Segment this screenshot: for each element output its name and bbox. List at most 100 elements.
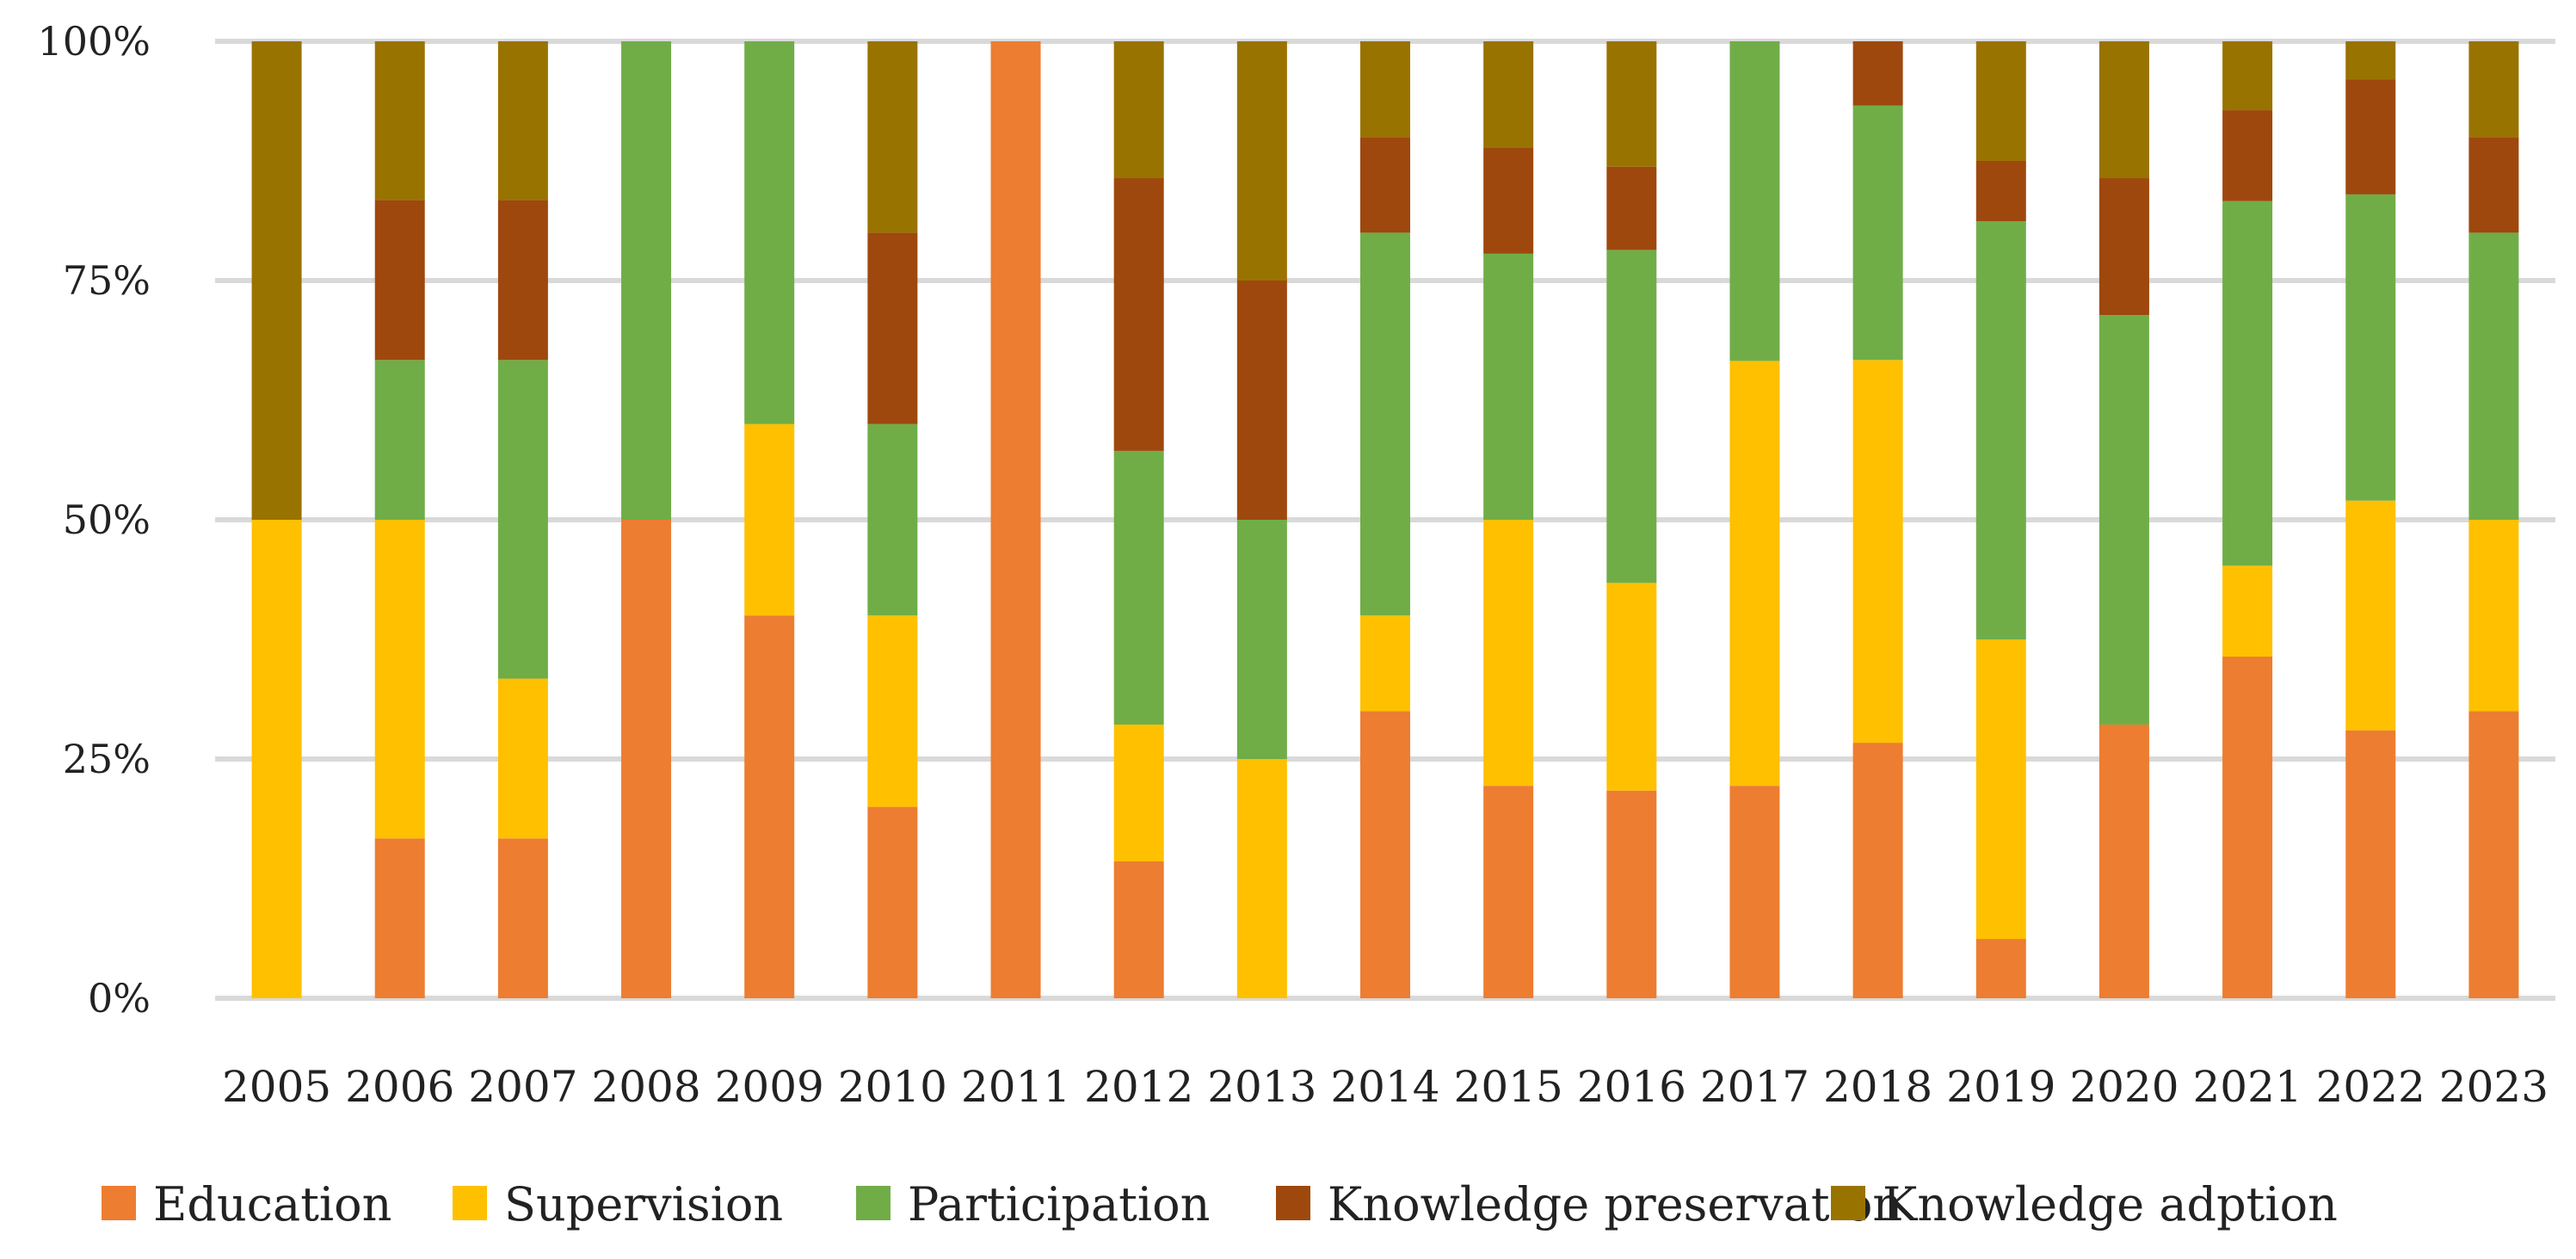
x-tick-label: 2011 [961,1062,1070,1112]
x-tick-label: 2005 [222,1062,331,1112]
bar-segment-2007-1 [497,678,548,839]
bars [251,41,2519,998]
x-tick-label: 2022 [2316,1062,2425,1112]
x-tick-label: 2018 [1823,1062,1932,1112]
bar-segment-2012-3 [1113,178,1164,451]
bar-segment-2020-4 [2098,41,2149,179]
x-tick-label: 2021 [2192,1062,2302,1112]
legend-swatch [453,1186,487,1220]
bar-segment-2010-2 [867,423,918,616]
bar-segment-2020-3 [2098,178,2149,316]
bar-segment-2022-3 [2345,79,2396,194]
bar-segment-2010-1 [867,615,918,807]
x-tick-label: 2020 [2069,1062,2179,1112]
bar-segment-2009-2 [744,41,795,424]
bar-segment-2022-0 [2345,730,2396,998]
bar-segment-2021-0 [2222,657,2273,998]
bar-segment-2023-4 [2468,41,2519,138]
bar-segment-2017-0 [1729,786,1780,998]
bar-segment-2018-2 [1852,105,1903,361]
bar-segment-2013-3 [1236,281,1287,520]
legend-label: Knowledge preservation [1328,1177,1902,1231]
bar-segment-2014-2 [1360,232,1410,616]
x-tick-label: 2009 [715,1062,824,1112]
x-tick-label: 2007 [468,1062,577,1112]
legend-swatch [856,1186,891,1220]
bar-segment-2020-0 [2098,724,2149,998]
bar-segment-2006-2 [374,360,425,520]
y-tick-label: 0% [88,975,151,1021]
bar-segment-2016-2 [1606,250,1657,583]
bar-segment-2016-3 [1606,166,1657,250]
bar-segment-2023-0 [2468,711,2519,998]
x-tick-label: 2023 [2439,1062,2548,1112]
y-tick-label: 25% [63,736,151,782]
bar-segment-2008-2 [621,41,672,520]
bar-segment-2014-1 [1360,615,1410,712]
bar-segment-2010-0 [867,806,918,998]
bar-segment-2018-0 [1852,743,1903,998]
bar-segment-2014-4 [1360,41,1410,138]
bar-segment-2017-1 [1729,361,1780,787]
bar-segment-2019-0 [1975,939,2026,998]
bar-segment-2018-1 [1852,360,1903,744]
y-tick-label: 50% [63,497,151,543]
bar-segment-2021-2 [2222,201,2273,566]
x-tick-label: 2015 [1454,1062,1563,1112]
bar-segment-2009-0 [744,615,795,998]
bar-segment-2006-3 [374,200,425,361]
bar-segment-2007-4 [497,41,548,201]
x-tick-label: 2016 [1577,1062,1686,1112]
bar-segment-2022-2 [2345,194,2396,501]
bar-segment-2016-1 [1606,583,1657,791]
bar-segment-2007-2 [497,360,548,679]
x-tick-label: 2017 [1700,1062,1809,1112]
bar-segment-2010-3 [867,232,918,424]
bar-segment-2011-0 [990,41,1041,998]
bar-segment-2023-3 [2468,137,2519,233]
bar-segment-2015-4 [1483,41,1534,148]
x-tick-label: 2006 [345,1062,454,1112]
x-axis-tick-labels: 2005 2006 2007 2008 2009 2010 2011 2012 2013 2014… [222,1062,2548,1112]
bar-segment-2013-4 [1236,41,1287,281]
x-tick-label: 2013 [1207,1062,1316,1112]
bar-segment-2013-1 [1236,759,1287,998]
bar-segment-2021-3 [2222,110,2273,201]
bar-segment-2006-4 [374,41,425,201]
bar-segment-2016-0 [1606,790,1657,998]
y-axis-tick-labels: 0% 25% 50% 75% 100% [37,18,151,1021]
bar-segment-2012-0 [1113,861,1164,998]
bar-segment-2020-2 [2098,315,2149,725]
bar-segment-2019-4 [1975,41,2026,161]
bar-segment-2015-2 [1483,253,1534,520]
legend-label: Participation [908,1177,1210,1231]
bar-segment-2015-1 [1483,520,1534,787]
bar-segment-2016-4 [1606,41,1657,167]
bar-segment-2022-1 [2345,500,2396,731]
bar-segment-2005-1 [251,520,302,998]
bar-segment-2021-1 [2222,565,2273,657]
x-tick-label: 2014 [1330,1062,1439,1112]
bar-segment-2013-2 [1236,520,1287,759]
bar-segment-2005-4 [251,41,302,520]
bar-segment-2022-4 [2345,41,2396,80]
x-tick-label: 2019 [1946,1062,2055,1112]
bar-segment-2007-3 [497,200,548,361]
bar-segment-2008-0 [621,520,672,998]
bar-segment-2010-4 [867,41,918,233]
legend-swatch [1831,1186,1865,1220]
x-tick-label: 2010 [838,1062,947,1112]
bar-segment-2015-0 [1483,786,1534,998]
legend-label: Education [153,1177,391,1231]
bar-segment-2017-2 [1729,41,1780,361]
bar-segment-2012-1 [1113,724,1164,861]
bar-segment-2014-0 [1360,711,1410,998]
bar-segment-2023-2 [2468,232,2519,520]
legend-swatch [1276,1186,1310,1220]
bar-segment-2018-3 [1852,41,1903,106]
legend-label: Knowledge adption [1883,1177,2338,1231]
y-tick-label: 100% [37,18,151,65]
bar-segment-2021-4 [2222,41,2273,111]
legend: Education Supervision Participation Knowled… [102,1177,2338,1231]
x-tick-label: 2012 [1084,1062,1193,1112]
